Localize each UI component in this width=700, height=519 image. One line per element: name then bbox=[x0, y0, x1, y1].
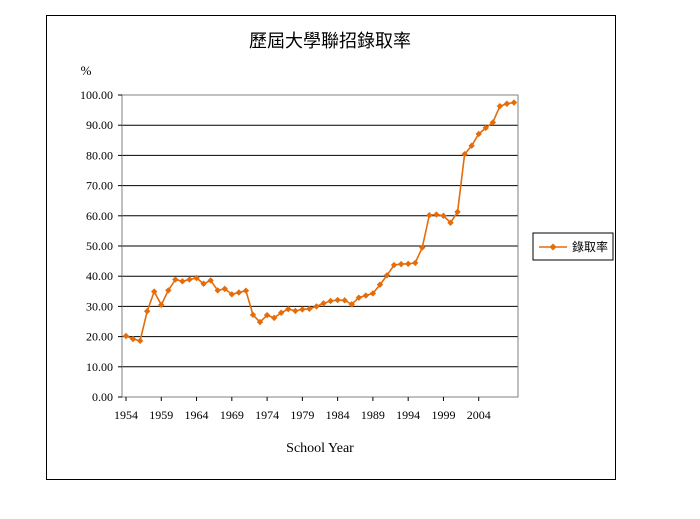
data-point bbox=[376, 281, 384, 288]
y-tick-label: 60.00 bbox=[86, 209, 113, 223]
data-point bbox=[207, 277, 214, 284]
data-point bbox=[404, 260, 412, 268]
data-point bbox=[200, 280, 207, 287]
data-point bbox=[348, 301, 355, 308]
data-point bbox=[249, 311, 257, 319]
data-point bbox=[426, 211, 433, 219]
data-point bbox=[383, 272, 391, 279]
data-point bbox=[193, 274, 200, 282]
data-point bbox=[136, 337, 144, 345]
x-tick-label: 1979 bbox=[290, 408, 314, 422]
legend-marker bbox=[539, 243, 567, 251]
chart-frame bbox=[46, 15, 616, 480]
x-tick-label: 1999 bbox=[431, 408, 455, 422]
data-point bbox=[221, 285, 228, 293]
x-tick-label: 1994 bbox=[396, 408, 420, 422]
y-axis-ticks: 0.00 10.00 20.00 30.00 40.00 50.00 60.00 70.00 8… bbox=[80, 88, 122, 404]
legend-diamond bbox=[549, 243, 557, 251]
x-tick-label: 2004 bbox=[467, 408, 491, 422]
y-tick-label: 100.00 bbox=[80, 88, 113, 102]
gridlines bbox=[122, 94, 518, 368]
x-tick-label: 1989 bbox=[361, 408, 385, 422]
data-point bbox=[172, 276, 179, 283]
data-point bbox=[454, 208, 461, 216]
data-point bbox=[510, 99, 518, 106]
data-point bbox=[503, 100, 511, 107]
data-point bbox=[285, 305, 292, 313]
x-axis-ticks: 1954 1959 1964 1969 1974 1979 1984 1989 1994 1999… bbox=[114, 397, 491, 422]
data-point bbox=[419, 244, 426, 251]
data-point bbox=[341, 297, 348, 304]
data-point bbox=[158, 301, 165, 309]
data-point bbox=[320, 300, 327, 307]
data-point bbox=[122, 332, 130, 340]
data-point bbox=[242, 287, 250, 294]
data-point bbox=[151, 288, 158, 295]
data-point bbox=[129, 335, 137, 343]
data-point bbox=[214, 287, 221, 294]
data-point bbox=[489, 119, 497, 126]
y-tick-label: 20.00 bbox=[86, 330, 113, 344]
data-point bbox=[433, 211, 440, 218]
x-tick-label: 1964 bbox=[185, 408, 209, 422]
data-point bbox=[369, 290, 377, 297]
data-point bbox=[327, 297, 334, 305]
data-point bbox=[228, 291, 236, 298]
legend-label: 錄取率 bbox=[572, 239, 608, 254]
data-point bbox=[355, 294, 362, 301]
data-point bbox=[263, 311, 271, 319]
data-point bbox=[270, 314, 278, 322]
data-point bbox=[256, 318, 264, 326]
data-point bbox=[292, 307, 299, 315]
data-point bbox=[482, 124, 489, 132]
y-tick-label: 30.00 bbox=[86, 299, 113, 313]
data-point bbox=[278, 309, 285, 316]
y-tick-label: 50.00 bbox=[86, 239, 113, 253]
x-tick-label: 1984 bbox=[326, 408, 350, 422]
data-point bbox=[313, 303, 320, 310]
y-tick-label: 90.00 bbox=[86, 118, 113, 132]
data-point bbox=[496, 102, 504, 110]
y-tick-label: 70.00 bbox=[86, 179, 113, 193]
y-tick-label: 10.00 bbox=[86, 360, 113, 374]
data-point bbox=[440, 212, 447, 219]
y-tick-label: 40.00 bbox=[86, 269, 113, 283]
data-point bbox=[397, 260, 405, 268]
data-point bbox=[165, 287, 172, 294]
y-axis-unit: % bbox=[81, 63, 92, 78]
data-point bbox=[334, 296, 341, 304]
data-point bbox=[362, 292, 370, 299]
data-point bbox=[235, 289, 243, 296]
chart-title: 歷屆大學聯招錄取率 bbox=[249, 31, 411, 52]
y-tick-label: 80.00 bbox=[86, 148, 113, 162]
data-point bbox=[468, 142, 475, 149]
series-rate bbox=[122, 99, 518, 345]
series-line bbox=[125, 101, 515, 342]
data-point bbox=[186, 276, 193, 283]
data-point bbox=[412, 259, 419, 267]
x-axis-label: School Year bbox=[286, 441, 354, 456]
x-tick-label: 1954 bbox=[114, 408, 138, 422]
data-point bbox=[143, 308, 151, 315]
x-tick-label: 1974 bbox=[255, 408, 279, 422]
x-tick-label: 1969 bbox=[220, 408, 244, 422]
x-tick-label: 1959 bbox=[149, 408, 173, 422]
data-point bbox=[447, 219, 454, 226]
data-point bbox=[475, 130, 482, 138]
data-point bbox=[299, 306, 306, 313]
data-point bbox=[306, 305, 313, 313]
data-point bbox=[390, 261, 398, 269]
y-tick-label: 0.00 bbox=[92, 390, 113, 404]
data-point bbox=[179, 278, 186, 285]
data-point bbox=[461, 150, 468, 158]
